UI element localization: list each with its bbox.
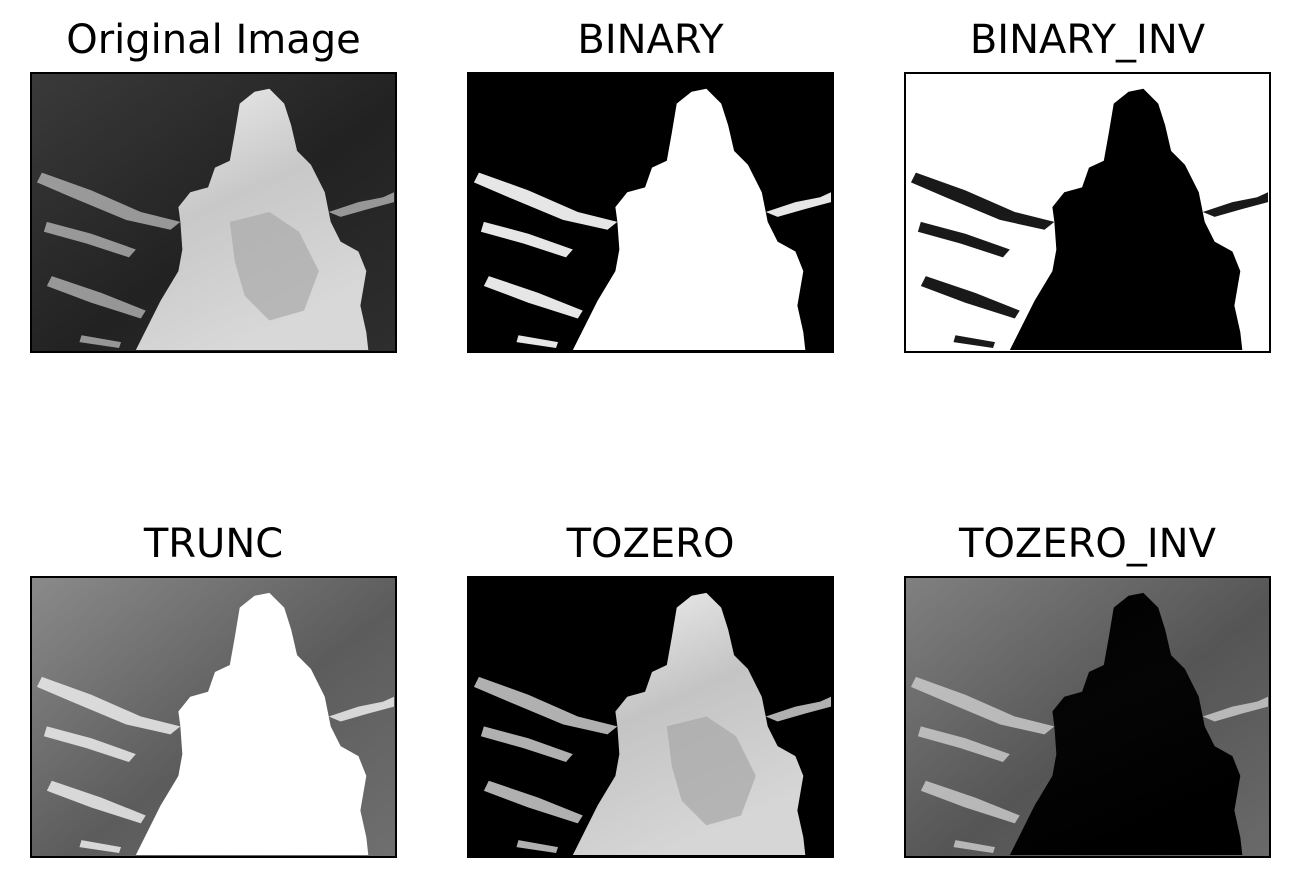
cloud-wisp — [473, 676, 618, 735]
cloud-image — [904, 72, 1271, 353]
cloud-photo — [32, 578, 395, 856]
cumulus-cloud — [1009, 88, 1243, 351]
cloud-wisp — [79, 840, 122, 854]
cloud-wisp — [79, 335, 122, 349]
cloud-wisp — [483, 276, 583, 319]
panel-title: BINARY — [577, 17, 724, 63]
cloud-wisp — [920, 780, 1020, 824]
cloud-wisp — [910, 172, 1055, 230]
cloud-wisp — [516, 840, 559, 854]
cloud-wisp — [1202, 192, 1269, 217]
cloud-wisp — [480, 221, 573, 258]
cumulus-cloud — [135, 592, 369, 856]
cloud-image — [30, 576, 397, 858]
cloud-photo — [469, 74, 832, 351]
cumulus-cloud — [572, 88, 806, 351]
cloud-wisp — [473, 172, 618, 230]
cloud-wisp — [516, 335, 559, 349]
cloud-image — [467, 576, 834, 858]
cloud-wisp — [953, 335, 996, 349]
cloud-image — [467, 72, 834, 353]
cloud-wisp — [328, 192, 395, 217]
cloud-wisp — [43, 221, 136, 258]
cloud-wisp — [36, 172, 181, 230]
cloud-photo — [32, 74, 395, 351]
cloud-wisp — [36, 676, 181, 735]
panel-title: Original Image — [66, 17, 361, 63]
cloud-photo — [906, 74, 1269, 351]
panel-title: TRUNC — [143, 521, 284, 567]
cloud-wisp — [46, 276, 146, 319]
cloud-wisp — [765, 192, 832, 217]
cloud-photo — [906, 578, 1269, 856]
cloud-wisp — [920, 276, 1020, 319]
cloud-wisp — [765, 696, 832, 722]
cloud-shadow — [229, 212, 319, 321]
panel-title: BINARY_INV — [969, 17, 1206, 63]
cloud-wisp — [43, 726, 136, 763]
cloud-wisp — [328, 696, 395, 722]
panel-title: TOZERO — [566, 521, 735, 567]
cloud-wisp — [953, 840, 996, 854]
cloud-wisp — [917, 726, 1010, 763]
cloud-wisp — [46, 780, 146, 824]
cloud-shadow — [666, 716, 756, 826]
panel-title: TOZERO_INV — [959, 521, 1216, 567]
cumulus-cloud — [1009, 592, 1243, 856]
cloud-wisp — [917, 221, 1010, 258]
cloud-image — [30, 72, 397, 353]
cloud-image — [904, 576, 1271, 858]
cloud-wisp — [1202, 696, 1269, 722]
cloud-wisp — [480, 726, 573, 763]
cloud-wisp — [910, 676, 1055, 735]
cloud-photo — [469, 578, 832, 856]
cloud-wisp — [483, 780, 583, 824]
